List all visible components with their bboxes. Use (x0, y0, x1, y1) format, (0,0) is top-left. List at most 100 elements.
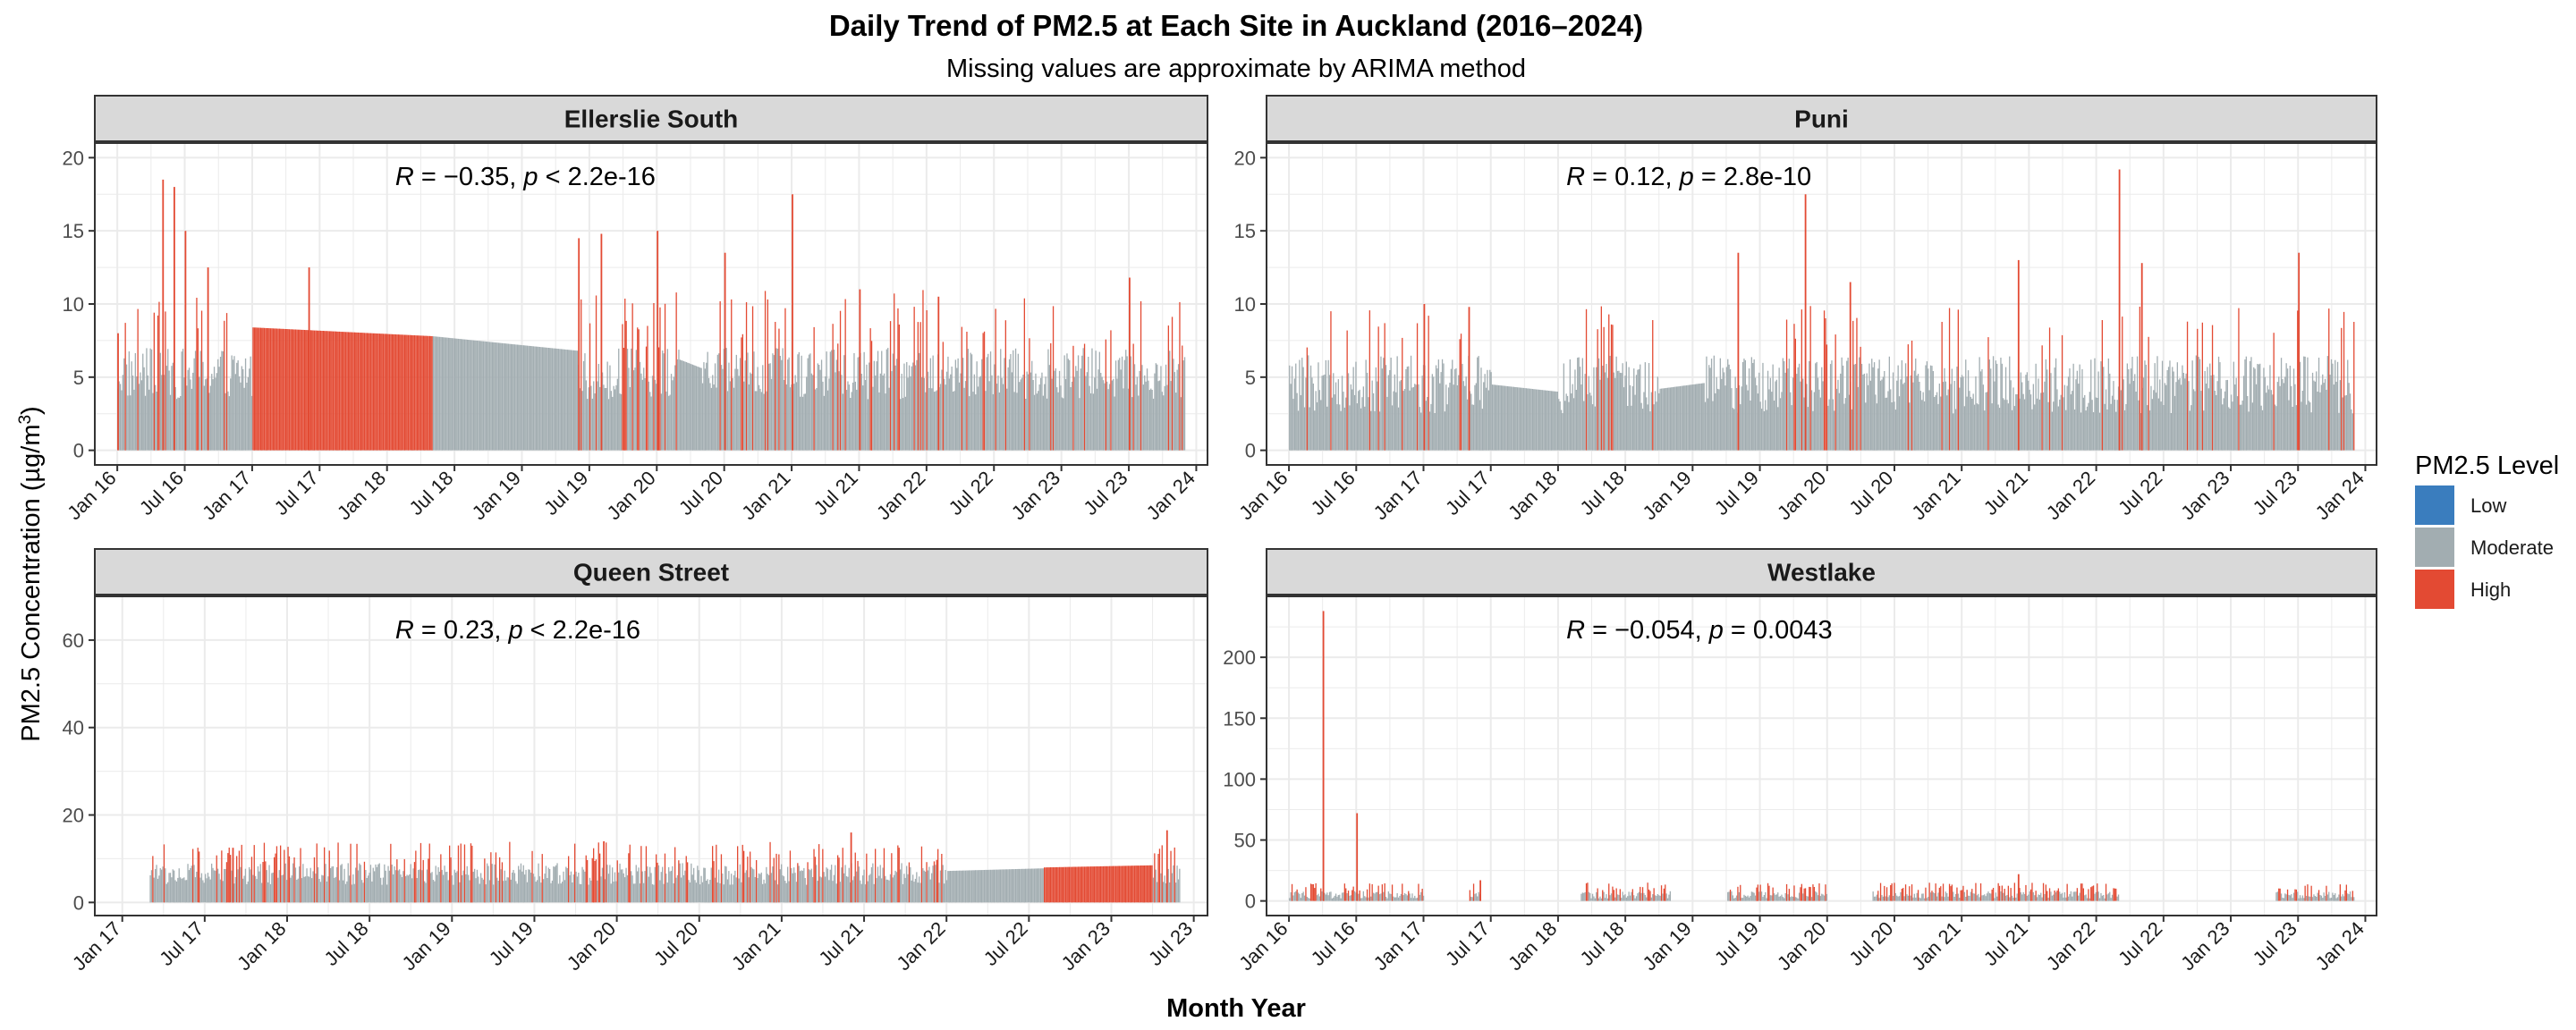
bar-moderate (565, 866, 567, 903)
bar-moderate (879, 373, 881, 451)
bar-moderate (1385, 365, 1387, 451)
bar-moderate (718, 869, 720, 903)
bar-high (1971, 889, 1973, 901)
bar-moderate (1747, 895, 1749, 901)
bar-moderate (2104, 403, 2106, 451)
bar-moderate (1061, 397, 1063, 451)
bar-moderate (2289, 366, 2291, 451)
bar-high (424, 335, 426, 451)
bar-moderate (640, 373, 642, 451)
bar-high (1051, 867, 1053, 903)
bar-high (1612, 325, 1614, 451)
bar-moderate (2126, 363, 2128, 451)
bar-moderate (588, 884, 589, 903)
bar-moderate (1718, 389, 1720, 451)
bar-moderate (1318, 390, 1320, 451)
bar-moderate (584, 871, 586, 903)
bar-moderate (654, 866, 656, 903)
bar-moderate (1345, 397, 1347, 451)
bar-high (936, 859, 937, 903)
bar-moderate (593, 381, 595, 451)
bar-high (1136, 865, 1138, 903)
bar-moderate (2016, 394, 2018, 451)
bar-moderate (516, 344, 518, 451)
bar-moderate (1840, 373, 1842, 451)
bar-moderate (1299, 893, 1301, 901)
bar-moderate (823, 872, 825, 903)
bar-moderate (1923, 898, 1926, 901)
bar-moderate (476, 869, 479, 903)
bar-moderate (2032, 891, 2034, 901)
bar-moderate (177, 397, 179, 451)
bar-moderate (809, 353, 811, 451)
bar-high (341, 332, 343, 451)
bar-moderate (1171, 873, 1174, 903)
bar-moderate (1515, 387, 1517, 451)
bar-high (653, 303, 655, 451)
bar-moderate (2232, 401, 2233, 451)
bar-moderate (976, 870, 978, 903)
bar-moderate (1741, 362, 1744, 451)
bar-moderate (654, 379, 656, 451)
bar-high (1123, 865, 1125, 903)
bar-moderate (2307, 357, 2309, 451)
bar-moderate (908, 365, 911, 451)
bar-moderate (1669, 891, 1671, 901)
bar-moderate (1107, 389, 1109, 451)
bar-moderate (1477, 896, 1479, 901)
bar-moderate (795, 882, 798, 903)
bar-moderate (2128, 369, 2130, 451)
bar-moderate (1316, 402, 1318, 451)
bar-moderate (1027, 868, 1030, 903)
bar-high (431, 336, 433, 451)
bar-moderate (2217, 356, 2220, 451)
bar-moderate (1862, 375, 1864, 451)
bar-moderate (981, 359, 983, 451)
correlation-annotation: R = 0.23, p < 2.2e-16 (395, 616, 640, 645)
bar-high (287, 847, 289, 903)
bar-high (2025, 884, 2027, 901)
bar-moderate (714, 363, 716, 451)
bar-moderate (2351, 413, 2353, 451)
bar-high (897, 308, 899, 451)
bar-moderate (1865, 402, 1867, 451)
bar-high (731, 299, 733, 451)
x-tick-label: Jul 23 (1079, 467, 1131, 519)
bar-high (1812, 884, 1814, 901)
bar-high (1098, 866, 1100, 903)
bar-moderate (2222, 404, 2224, 451)
bar-moderate (465, 874, 467, 903)
bar-moderate (618, 348, 620, 451)
bar-moderate (481, 877, 483, 903)
bar-moderate (1762, 362, 1764, 451)
peak-bar (2017, 874, 2020, 901)
bar-moderate (713, 384, 715, 451)
bar-high (265, 327, 267, 451)
bar-high (832, 324, 834, 451)
bar-moderate (157, 878, 159, 903)
bar-moderate (2072, 891, 2074, 901)
bar-moderate (1903, 896, 1905, 901)
bar-moderate (1578, 357, 1580, 451)
bar-moderate (544, 874, 546, 903)
bar-moderate (1326, 892, 1328, 901)
bar-moderate (708, 883, 710, 903)
bar-moderate (2219, 362, 2221, 451)
bar-moderate (1812, 410, 1814, 451)
bar-high (720, 854, 723, 903)
legend-key-high (2415, 570, 2454, 609)
bar-moderate (562, 882, 564, 903)
y-tick-label: 5 (1245, 367, 1256, 389)
bar-moderate (1902, 384, 1904, 451)
bar-moderate (1540, 390, 1542, 451)
bar-high (2031, 882, 2033, 901)
bar-moderate (1740, 404, 1741, 451)
bar-moderate (1179, 868, 1181, 903)
correlation-annotation: R = 0.12, p = 2.8e-10 (1566, 163, 1811, 191)
bar-high (1148, 865, 1150, 903)
peak-bar (657, 231, 659, 451)
bar-high (640, 846, 642, 903)
bar-moderate (820, 359, 823, 451)
bar-moderate (1360, 408, 1362, 451)
bar-moderate (1104, 383, 1106, 451)
